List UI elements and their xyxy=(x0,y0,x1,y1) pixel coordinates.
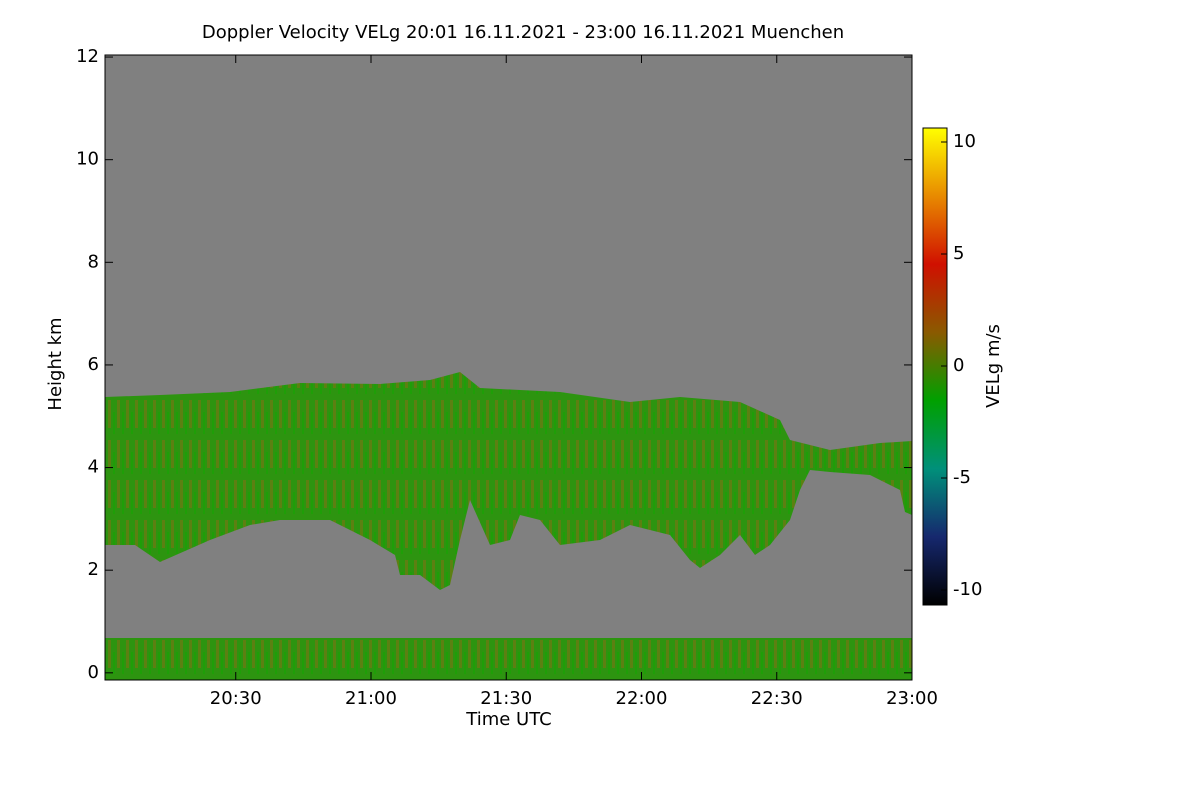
y-tick-label: 4 xyxy=(88,457,99,478)
plot-frame xyxy=(104,54,913,681)
colorbar-tick-label: -5 xyxy=(953,467,971,488)
cloud-field xyxy=(105,372,912,590)
y-axis-label: Height km xyxy=(45,317,66,410)
plot-background xyxy=(105,55,912,680)
y-tick-label: 0 xyxy=(88,662,99,683)
surface-layer xyxy=(105,638,912,680)
y-tick-label: 12 xyxy=(76,46,99,67)
x-tick-label: 22:30 xyxy=(751,688,803,709)
y-tick-label: 6 xyxy=(88,354,99,375)
colorbar-label: VELg m/s xyxy=(983,324,1004,408)
x-tick-label: 21:30 xyxy=(480,688,532,709)
x-tick-label: 22:00 xyxy=(616,688,668,709)
colorbar-tick-label: 0 xyxy=(953,355,964,376)
colorbar-tick-label: -10 xyxy=(953,579,982,600)
chart-title: Doppler Velocity VELg 20:01 16.11.2021 -… xyxy=(202,22,844,43)
y-tick-label: 2 xyxy=(88,559,99,580)
y-tick-label: 8 xyxy=(88,251,99,272)
colorbar-tick-label: 5 xyxy=(953,243,964,264)
x-axis-label: Time UTC xyxy=(465,709,551,730)
x-tick-label: 21:00 xyxy=(345,688,397,709)
colorbar xyxy=(922,127,948,606)
x-tick-label: 23:00 xyxy=(886,688,938,709)
colorbar-tick-label: 10 xyxy=(953,131,976,152)
x-tick-label: 20:30 xyxy=(210,688,262,709)
y-tick-label: 10 xyxy=(76,149,99,170)
